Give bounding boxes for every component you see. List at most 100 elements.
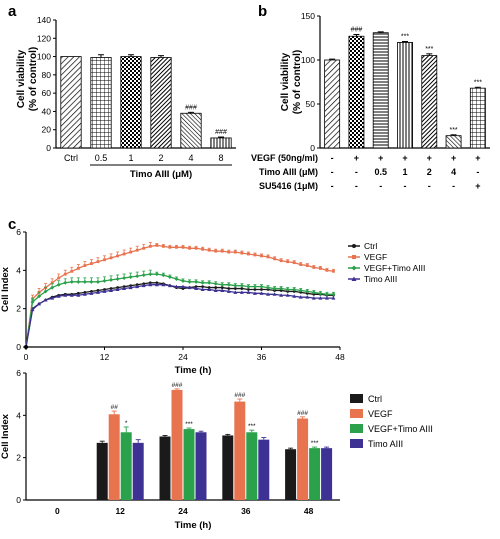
series-point-3	[200, 287, 205, 291]
x-tick-label-c1: 36	[257, 352, 267, 362]
series-point-2	[102, 278, 107, 283]
bar-c2-1	[297, 418, 309, 500]
condition-value-b: -	[331, 153, 334, 163]
y-tick-label-b: 0	[310, 143, 315, 153]
legend-label-c1: Timo AIII	[364, 274, 397, 284]
y-axis-label-c1: Cell Index	[0, 266, 11, 312]
condition-label-b: Timo AIII (μM)	[259, 167, 318, 177]
series-point-3	[82, 292, 87, 296]
series-point-0	[227, 287, 231, 290]
series-point-3	[226, 289, 231, 293]
bar-c2-0	[285, 449, 297, 500]
series-point-2	[324, 292, 329, 297]
series-point-2	[135, 274, 140, 279]
bar-c2-2	[183, 429, 195, 500]
series-point-2	[63, 280, 68, 285]
series-point-1	[214, 249, 218, 253]
series-point-1	[96, 260, 100, 264]
y-tick-label-a: 0	[46, 143, 51, 153]
x-tick-label-c1: 48	[335, 352, 345, 362]
series-point-1	[148, 244, 152, 248]
series-point-2	[95, 279, 100, 284]
annotation-b: ***	[474, 79, 482, 86]
series-point-3	[109, 288, 114, 292]
x-tick-label-c2: 0	[55, 506, 60, 516]
condition-value-b: 2	[427, 167, 432, 177]
bar-b	[421, 55, 438, 149]
series-point-3	[233, 290, 238, 294]
series-point-2	[187, 279, 192, 284]
legend-marker-c1	[351, 265, 357, 271]
y-axis-label-a: Cell viability(% of control)	[16, 47, 39, 111]
series-point-0	[214, 286, 218, 289]
series-point-3	[298, 295, 303, 299]
series-point-1	[57, 276, 61, 280]
series-point-2	[148, 272, 153, 277]
series-point-3	[30, 307, 35, 312]
series-point-1	[122, 252, 126, 256]
origin-point-c1	[24, 345, 28, 349]
series-point-2	[161, 273, 166, 278]
legend-label-c2: VEGF	[368, 409, 393, 419]
series-point-1	[194, 246, 198, 250]
legend-marker-c1	[352, 244, 356, 248]
bar-b	[445, 135, 462, 149]
series-point-0	[253, 288, 257, 291]
condition-value-b: -	[379, 181, 382, 191]
series-point-1	[305, 264, 309, 267]
series-point-0	[233, 287, 237, 290]
series-point-3	[194, 286, 199, 291]
x-tick-label-a: 1	[128, 153, 133, 163]
series-point-2	[239, 283, 244, 288]
condition-value-b: -	[331, 181, 334, 191]
bar-c2-3	[258, 439, 270, 500]
annotation-c2: ***	[185, 421, 193, 428]
x-tick-label-c2: 24	[178, 506, 188, 516]
condition-value-b: +	[427, 153, 432, 163]
series-point-1	[273, 257, 276, 261]
bar-c2-1	[171, 389, 183, 500]
series-point-1	[135, 248, 139, 252]
y-tick-label-c1: 0	[16, 342, 21, 352]
series-point-0	[240, 287, 244, 290]
series-point-1	[90, 262, 93, 266]
legend-swatch-c2	[350, 424, 363, 433]
series-point-3	[148, 282, 153, 287]
bar-b	[324, 59, 341, 149]
series-point-2	[292, 287, 297, 292]
annotation-c2: ###	[172, 382, 183, 389]
bar-b	[469, 87, 486, 149]
annotation-b: ***	[425, 46, 433, 53]
condition-value-b: -	[355, 181, 358, 191]
bar-c2-1	[234, 401, 246, 500]
bar-a	[120, 56, 142, 149]
legend-label-c2: VEGF+Timo AIII	[368, 424, 433, 434]
series-point-1	[247, 252, 250, 256]
x-tick-label-c1: 24	[178, 352, 188, 362]
y-tick-label-c2: 4	[16, 410, 21, 420]
condition-value-b: +	[475, 181, 480, 191]
series-point-3	[259, 291, 264, 295]
condition-value-b: -	[476, 167, 479, 177]
legend-label-c1: Ctrl	[364, 241, 377, 251]
series-point-2	[318, 291, 323, 296]
bar-a	[210, 137, 232, 149]
series-point-3	[89, 291, 94, 295]
series-point-3	[167, 283, 172, 288]
series-point-2	[226, 282, 231, 287]
legend-label-c1: VEGF+Timo AIII	[364, 263, 425, 273]
series-point-3	[174, 284, 179, 289]
series-point-3	[37, 301, 42, 306]
series-point-1	[292, 261, 296, 265]
condition-value-b: +	[378, 153, 383, 163]
series-line-2	[25, 273, 334, 348]
condition-value-b: -	[355, 167, 358, 177]
condition-value-b: +	[451, 153, 456, 163]
condition-value-b: -	[452, 181, 455, 191]
series-point-2	[207, 280, 212, 285]
bar-a	[180, 112, 202, 149]
annotation-b: ###	[351, 26, 363, 33]
series-point-2	[331, 292, 336, 297]
x-tick-label-a: 8	[218, 153, 223, 163]
